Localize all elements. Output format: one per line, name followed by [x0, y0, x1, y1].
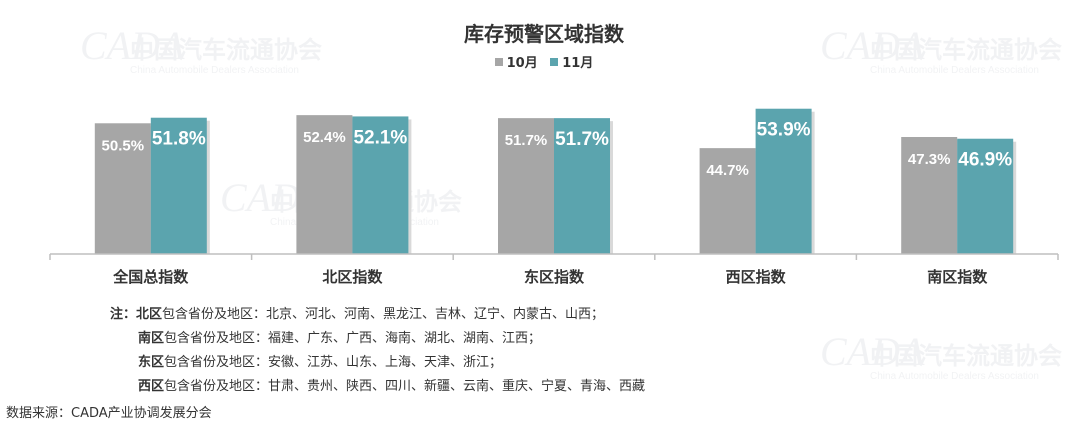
bar [901, 137, 958, 254]
category-label: 东区指数 [524, 268, 585, 286]
note-text: 包含省份及地区：甘肃、贵州、陕西、四川、新疆、云南、重庆、宁夏、青海、西藏 [164, 379, 646, 394]
legend-label: 10月 [506, 56, 538, 71]
watermark-en: China Automobile Dealers Association [870, 371, 1039, 382]
bar [296, 115, 353, 255]
note-region: 西区 [138, 379, 165, 394]
bar [150, 117, 207, 254]
note-region: 北区 [136, 307, 163, 322]
bar [554, 118, 610, 255]
legend: 10月 11月 [0, 52, 1088, 71]
note-region: 东区 [138, 355, 165, 370]
note-text: 包含省份及地区：北京、河北、河南、黑龙江、吉林、辽宁、内蒙古、山西； [162, 307, 605, 322]
notes: 注：北区包含省份及地区：北京、河北、河南、黑龙江、吉林、辽宁、内蒙古、山西； 南… [110, 303, 645, 399]
legend-label: 11月 [562, 56, 594, 71]
category-label: 南区指数 [927, 268, 988, 286]
watermark: CADA 中国汽车流通协会 China Automobile Dealers A… [820, 329, 1062, 382]
data-label: 51.7% [505, 132, 548, 149]
data-label: 51.7% [555, 129, 609, 150]
watermark-cn: 中国汽车流通协会 [870, 341, 1062, 370]
bar [94, 123, 151, 255]
category-label: 北区指数 [322, 268, 383, 286]
bar [755, 108, 812, 254]
category-label: 全国总指数 [112, 268, 189, 286]
data-label: 47.3% [908, 151, 951, 168]
bar [352, 116, 409, 254]
bar [957, 138, 1014, 254]
data-label: 52.4% [303, 129, 346, 146]
chart-title: 库存预警区域指数 [464, 22, 624, 46]
legend-item: 11月 [550, 52, 593, 71]
legend-swatch [494, 58, 503, 66]
note-prefix: 注： [110, 307, 137, 322]
category-label: 西区指数 [726, 268, 787, 286]
bar [498, 118, 554, 255]
note-line: 东区包含省份及地区：安徽、江苏、山东、上海、天津、浙江； [110, 351, 645, 375]
note-line: 注：北区包含省份及地区：北京、河北、河南、黑龙江、吉林、辽宁、内蒙古、山西； [110, 303, 645, 327]
bar [699, 148, 756, 254]
note-line: 南区包含省份及地区：福建、广东、广西、海南、湖北、湖南、江西； [110, 327, 645, 351]
data-label: 46.9% [958, 150, 1012, 171]
data-label: 50.5% [102, 137, 145, 154]
watermark-logo: CADA [820, 329, 925, 374]
data-label: 51.8% [152, 129, 206, 150]
note-line: 西区包含省份及地区：甘肃、贵州、陕西、四川、新疆、云南、重庆、宁夏、青海、西藏 [110, 375, 645, 399]
data-label: 53.9% [757, 120, 811, 141]
data-label: 44.7% [706, 162, 749, 179]
data-label: 52.1% [353, 127, 407, 148]
source-note: 数据来源：CADA产业协调发展分会 [6, 406, 212, 421]
note-text: 包含省份及地区：安徽、江苏、山东、上海、天津、浙江； [164, 355, 503, 370]
legend-item: 10月 [494, 52, 538, 71]
legend-swatch [550, 58, 559, 66]
bar-chart: 50.5% 51.8% 全国总指数 52.4% 52.1% 北区指数 51.7% 51.7% 东… [49, 108, 1059, 286]
note-region: 南区 [138, 331, 165, 346]
note-text: 包含省份及地区：福建、广东、广西、海南、湖北、湖南、江西； [164, 331, 542, 346]
